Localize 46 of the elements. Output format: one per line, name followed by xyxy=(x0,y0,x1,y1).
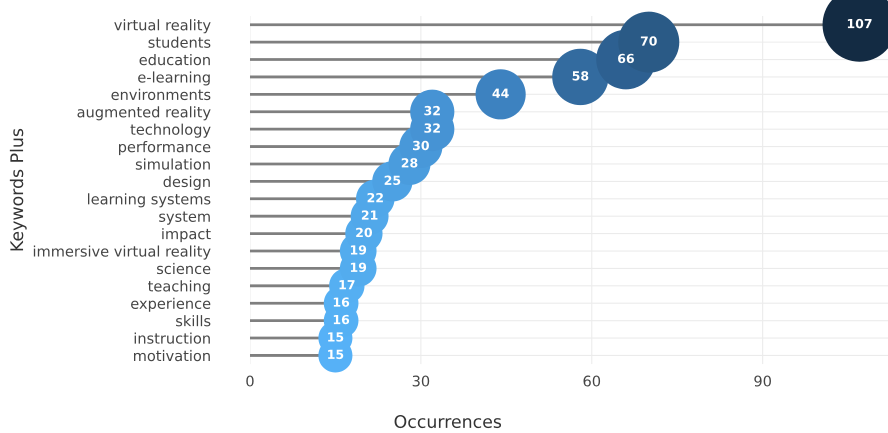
x-tick-label: 0 xyxy=(246,376,254,387)
data-label: 44 xyxy=(492,88,509,98)
x-tick-label: 90 xyxy=(754,376,771,387)
y-tick-label: learning systems xyxy=(88,193,210,208)
y-tick-label: impact xyxy=(162,228,211,242)
data-label: 16 xyxy=(334,297,350,307)
y-tick-label: science xyxy=(157,262,210,274)
data-label: 32 xyxy=(424,123,440,133)
x-tick-label: 30 xyxy=(412,376,430,387)
x-axis-title: Occurrences xyxy=(394,414,502,428)
data-label: 25 xyxy=(384,176,400,186)
data-label: 22 xyxy=(368,192,383,202)
data-label: 19 xyxy=(350,262,366,272)
data-label: 15 xyxy=(328,332,344,342)
data-label: 32 xyxy=(424,106,440,116)
y-tick-label: performance xyxy=(119,141,210,156)
y-axis-title: Keywords Plus xyxy=(10,128,27,250)
data-label: 15 xyxy=(328,350,344,360)
y-tick-label: immersive virtual reality xyxy=(34,245,211,260)
data-label: 16 xyxy=(334,314,350,324)
y-tick-label: e-learning xyxy=(138,71,210,86)
y-tick-label: students xyxy=(148,36,210,48)
y-tick-label: environments xyxy=(111,88,210,100)
y-tick-label: instruction xyxy=(134,332,210,344)
y-tick-label: simulation xyxy=(136,158,210,170)
y-tick-label: system xyxy=(159,211,210,225)
data-label: 28 xyxy=(402,158,418,168)
y-tick-label: skills xyxy=(176,315,210,326)
data-label: 17 xyxy=(340,280,355,290)
y-tick-label: motivation xyxy=(134,350,210,362)
y-tick-label: education xyxy=(140,54,210,66)
data-label: 30 xyxy=(413,140,429,150)
y-tick-label: design xyxy=(164,176,210,190)
data-label: 107 xyxy=(848,18,872,28)
data-label: 58 xyxy=(572,71,588,81)
y-tick-label: teaching xyxy=(148,280,210,294)
y-tick-label: experience xyxy=(131,298,210,312)
data-label: 19 xyxy=(350,245,366,255)
data-label: 70 xyxy=(640,36,657,46)
y-tick-label: technology xyxy=(130,124,211,138)
x-tick-label: 60 xyxy=(584,376,600,387)
data-label: 20 xyxy=(356,228,372,238)
y-tick-label: virtual reality xyxy=(114,19,211,34)
data-label: 66 xyxy=(618,54,634,64)
y-tick-label: augmented reality xyxy=(77,106,211,120)
data-label: 21 xyxy=(362,210,378,220)
